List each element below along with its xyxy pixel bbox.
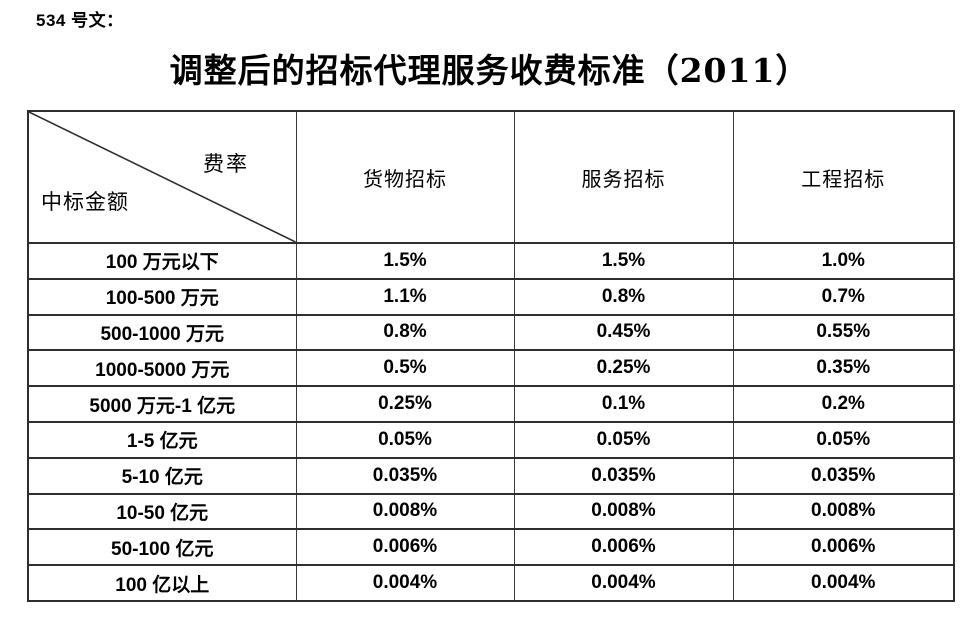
row-label: 100 亿以上: [27, 564, 297, 602]
table-corner-cell: 费率 中标金额: [27, 110, 297, 244]
table-row: 1-5 亿元 0.05% 0.05% 0.05%: [27, 420, 955, 459]
diagonal-divider-line: [29, 113, 295, 241]
table-row: 50-100 亿元 0.006% 0.006% 0.006%: [27, 528, 955, 567]
fee-cell: 0.05%: [513, 420, 734, 459]
row-label: 500-1000 万元: [27, 313, 297, 352]
corner-label-fee-rate: 费率: [203, 152, 249, 176]
table-row: 100 万元以下 1.5% 1.5% 1.0%: [27, 242, 955, 280]
fee-cell: 0.8%: [295, 313, 515, 352]
row-label: 5-10 亿元: [27, 456, 297, 495]
row-label: 1000-5000 万元: [27, 349, 297, 388]
table-row: 100-500 万元 1.1% 0.8% 0.7%: [27, 277, 955, 316]
row-label: 10-50 亿元: [27, 492, 297, 531]
table-row: 5-10 亿元 0.035% 0.035% 0.035%: [27, 456, 955, 495]
fee-cell: 1.0%: [732, 242, 955, 280]
table-row: 5000 万元-1 亿元 0.25% 0.1% 0.2%: [27, 385, 955, 423]
fee-cell: 0.006%: [295, 528, 515, 567]
fee-cell: 0.008%: [295, 492, 515, 531]
fee-cell: 0.35%: [732, 349, 955, 388]
fee-cell: 0.006%: [513, 528, 734, 567]
fee-cell: 0.008%: [732, 492, 955, 531]
fee-cell: 0.035%: [295, 456, 515, 495]
fee-cell: 1.5%: [513, 242, 734, 280]
row-label: 1-5 亿元: [27, 420, 297, 459]
column-header-engineering-bidding: 工程招标: [732, 110, 955, 244]
fee-cell: 1.1%: [295, 277, 515, 316]
fee-cell: 0.25%: [295, 385, 515, 423]
column-header-service-bidding: 服务招标: [513, 110, 734, 244]
column-header-goods-bidding: 货物招标: [295, 110, 515, 244]
document-ref-label: 534 号文：: [36, 11, 124, 30]
table-row: 500-1000 万元 0.8% 0.45% 0.55%: [27, 313, 955, 352]
fee-cell: 0.05%: [295, 420, 515, 459]
fee-cell: 0.8%: [513, 277, 734, 316]
fee-cell: 0.1%: [513, 385, 734, 423]
fee-cell: 0.2%: [732, 385, 955, 423]
fee-rate-table: 费率 中标金额 货物招标 服务招标 工程招标 100 万元以下 1.5% 1.5…: [27, 110, 955, 602]
row-label: 100 万元以下: [27, 242, 297, 280]
table-row: 1000-5000 万元 0.5% 0.25% 0.35%: [27, 349, 955, 388]
fee-cell: 0.006%: [732, 528, 955, 567]
fee-cell: 0.035%: [732, 456, 955, 495]
fee-cell: 0.008%: [513, 492, 734, 531]
row-label: 5000 万元-1 亿元: [27, 385, 297, 423]
row-label: 100-500 万元: [27, 277, 297, 316]
row-label: 50-100 亿元: [27, 528, 297, 567]
table-row: 10-50 亿元 0.008% 0.008% 0.008%: [27, 492, 955, 531]
fee-cell: 0.25%: [513, 349, 734, 388]
fee-cell: 0.45%: [513, 313, 734, 352]
fee-cell: 0.004%: [513, 564, 734, 602]
fee-cell: 0.035%: [513, 456, 734, 495]
fee-cell: 0.7%: [732, 277, 955, 316]
fee-cell: 0.5%: [295, 349, 515, 388]
corner-label-bid-amount: 中标金额: [41, 190, 129, 214]
header-row: 费率 中标金额 货物招标 服务招标 工程招标: [27, 110, 955, 244]
table-row: 100 亿以上 0.004% 0.004% 0.004%: [27, 564, 955, 602]
fee-cell: 0.55%: [732, 313, 955, 352]
fee-cell: 0.05%: [732, 420, 955, 459]
page-title: 调整后的招标代理服务收费标准（2011）: [169, 51, 810, 90]
fee-cell: 1.5%: [295, 242, 515, 280]
fee-cell: 0.004%: [732, 564, 955, 602]
fee-cell: 0.004%: [295, 564, 515, 602]
